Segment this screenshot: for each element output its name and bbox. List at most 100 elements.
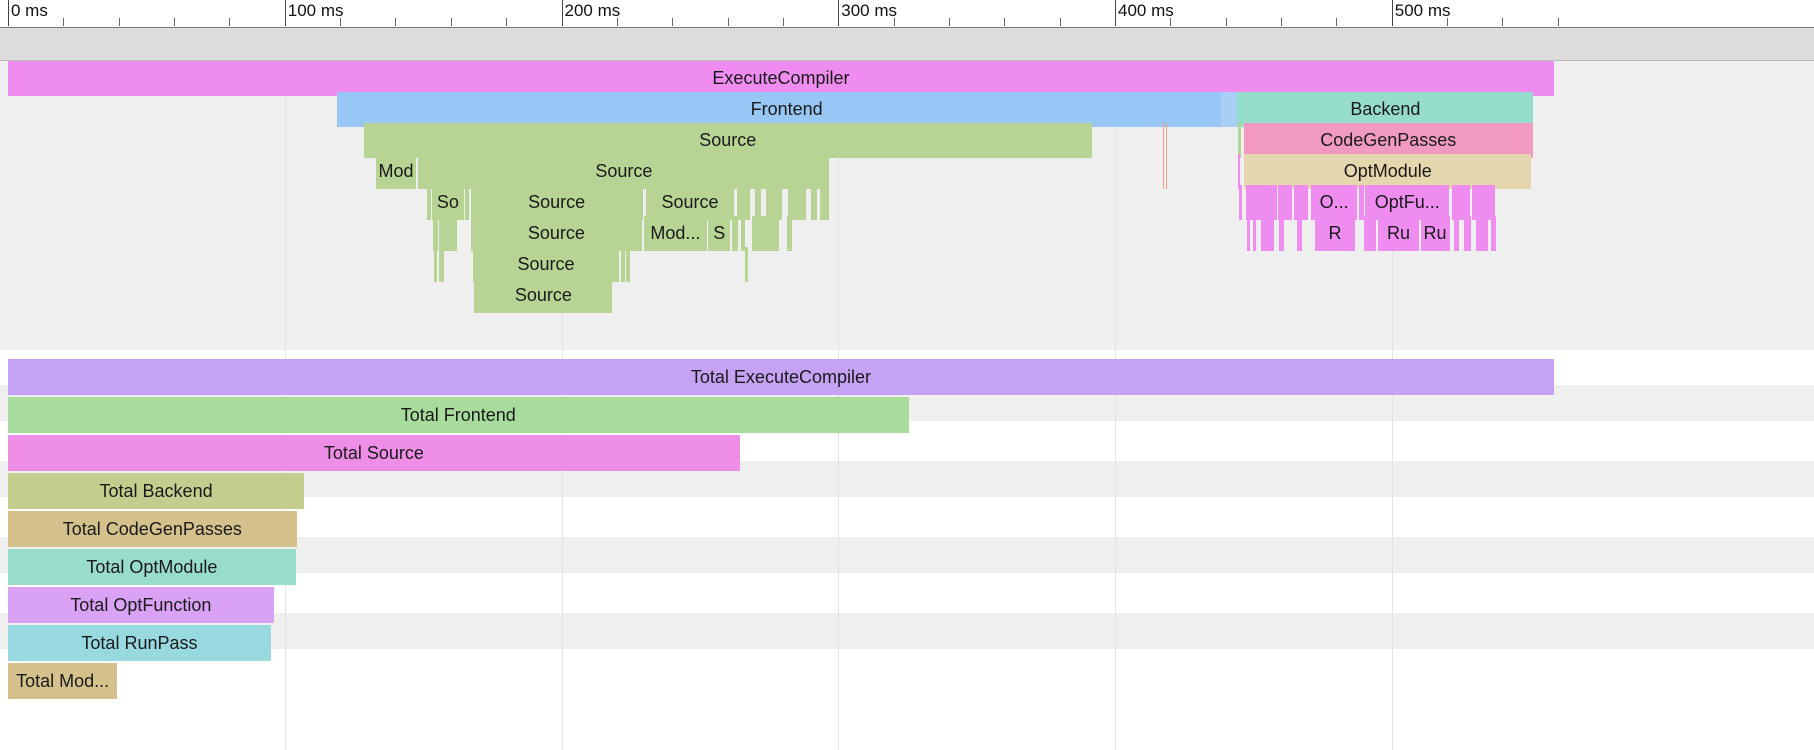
ruler-minor-tick [782, 18, 784, 26]
ruler-minor-tick [174, 18, 176, 26]
flame-sub-slice[interactable] [1238, 154, 1241, 189]
totals-panel: Total ExecuteCompiler Total Frontend Total… [0, 350, 1814, 750]
flame-sub-slice[interactable] [1464, 216, 1472, 251]
ruler-tick-label: 200 ms [564, 1, 621, 20]
flame-sub-slice[interactable] [465, 185, 470, 220]
flame-bar[interactable]: Backend [1237, 92, 1534, 127]
flame-sub-slice[interactable] [1237, 123, 1241, 158]
ruler-minor-tick [1004, 18, 1006, 26]
flame-bar[interactable]: Source [646, 185, 734, 220]
flame-sub-slice[interactable] [626, 247, 630, 282]
flame-sub-slice[interactable] [745, 247, 749, 282]
flame-bar[interactable]: OptModule [1244, 154, 1532, 189]
total-bar[interactable]: Total CodeGenPasses [8, 511, 297, 547]
ruler-minor-tick [340, 18, 342, 26]
flame-sub-slice[interactable] [751, 216, 780, 251]
ruler-minor-tick [727, 18, 729, 26]
total-bar[interactable]: Total Source [8, 435, 740, 471]
flame-bar[interactable]: ExecuteCompiler [8, 61, 1554, 96]
flame-bar[interactable]: OptFu... [1365, 185, 1450, 220]
total-bar[interactable]: Total Frontend [8, 397, 909, 433]
ruler-minor-tick [506, 18, 508, 26]
flame-bar[interactable]: Source [418, 154, 830, 189]
flame-sub-slice[interactable] [820, 185, 829, 220]
flame-sub-slice[interactable] [438, 247, 444, 282]
ruler-major-tick [1391, 0, 1393, 26]
flame-sub-slice[interactable] [1278, 185, 1293, 220]
flame-bar[interactable]: Source [363, 123, 1092, 158]
ruler-minor-tick [1059, 18, 1061, 26]
total-bar[interactable]: Total RunPass [8, 625, 271, 661]
total-bar[interactable]: Total OptFunction [8, 587, 274, 623]
flame-bar[interactable]: Ru [1420, 216, 1450, 251]
flame-sub-slice[interactable] [737, 185, 751, 220]
flame-sub-slice[interactable] [1294, 185, 1309, 220]
flame-bar[interactable]: So [431, 185, 465, 220]
flame-sub-slice[interactable] [1359, 185, 1364, 220]
flame-sub-slice[interactable] [731, 216, 738, 251]
flame-sub-slice[interactable] [1162, 123, 1165, 158]
flame-sub-slice[interactable] [755, 185, 761, 220]
flame-sub-slice[interactable] [1491, 216, 1496, 251]
flame-sub-slice[interactable] [1220, 92, 1237, 127]
gridline [1115, 350, 1116, 750]
flame-sub-slice[interactable] [1363, 216, 1377, 251]
flame-sub-slice[interactable] [1452, 185, 1471, 220]
total-bar[interactable]: Total Mod... [8, 663, 118, 699]
total-bar[interactable]: Total OptModule [8, 549, 296, 585]
flame-sub-slice[interactable] [1238, 185, 1243, 220]
flame-bar[interactable]: S [708, 216, 731, 251]
flame-bar[interactable]: Ru [1378, 216, 1419, 251]
ruler-minor-tick [672, 18, 674, 26]
flame-sub-slice[interactable] [1453, 216, 1459, 251]
timeline-overview[interactable] [0, 28, 1814, 61]
flame-bar[interactable]: Source [470, 185, 643, 220]
flame-sub-slice[interactable] [1472, 185, 1496, 220]
ruler-major-tick [8, 0, 9, 26]
flame-sub-slice[interactable] [788, 185, 807, 220]
ruler-major-tick [838, 0, 840, 26]
row-stripe [0, 613, 1814, 649]
flame-sub-slice[interactable] [620, 247, 626, 282]
flame-bar[interactable]: O... [1310, 185, 1358, 220]
flame-sub-slice[interactable] [740, 216, 745, 251]
flame-bar[interactable]: Source [471, 216, 642, 251]
gridline [1115, 61, 1116, 350]
flame-sub-slice[interactable] [1252, 216, 1256, 251]
ruler-tick-label: 500 ms [1394, 1, 1451, 20]
flame-sub-slice[interactable] [1165, 123, 1168, 158]
flame-bar[interactable]: R [1314, 216, 1356, 251]
ruler-minor-tick [1336, 18, 1338, 26]
flame-bar[interactable]: Mod [375, 154, 417, 189]
ruler-minor-tick [616, 18, 618, 26]
ruler-minor-tick [1502, 18, 1504, 26]
flame-sub-slice[interactable] [787, 216, 792, 251]
gridline [838, 350, 840, 750]
flame-sub-slice[interactable] [427, 185, 431, 220]
ruler-tick-label: 100 ms [287, 1, 344, 20]
flame-bar[interactable]: Source [472, 247, 620, 282]
flame-bar[interactable]: Frontend [336, 92, 1237, 127]
flame-sub-slice[interactable] [433, 247, 437, 282]
row-stripe [0, 537, 1814, 573]
ruler-major-tick [284, 0, 286, 26]
flame-sub-slice[interactable] [1476, 216, 1489, 251]
flame-sub-slice[interactable] [1247, 216, 1251, 251]
flame-bar[interactable]: Mod... [643, 216, 708, 251]
total-bar[interactable]: Total ExecuteCompiler [8, 359, 1554, 395]
total-bar[interactable]: Total Backend [8, 473, 305, 509]
flame-sub-slice[interactable] [1279, 216, 1285, 251]
flame-sub-slice[interactable] [1162, 154, 1165, 189]
gridline [561, 350, 563, 750]
flame-sub-slice[interactable] [1261, 216, 1275, 251]
flame-sub-slice[interactable] [1296, 216, 1303, 251]
flame-sub-slice[interactable] [1245, 185, 1277, 220]
flame-bar[interactable]: CodeGenPasses [1243, 123, 1533, 158]
flame-sub-slice[interactable] [810, 185, 818, 220]
flame-sub-slice[interactable] [433, 216, 438, 251]
ruler-minor-tick [1281, 18, 1283, 26]
flame-sub-slice[interactable] [766, 185, 782, 220]
flame-sub-slice[interactable] [439, 216, 458, 251]
flame-sub-slice[interactable] [1165, 154, 1168, 189]
flame-bar[interactable]: Source [474, 278, 613, 313]
